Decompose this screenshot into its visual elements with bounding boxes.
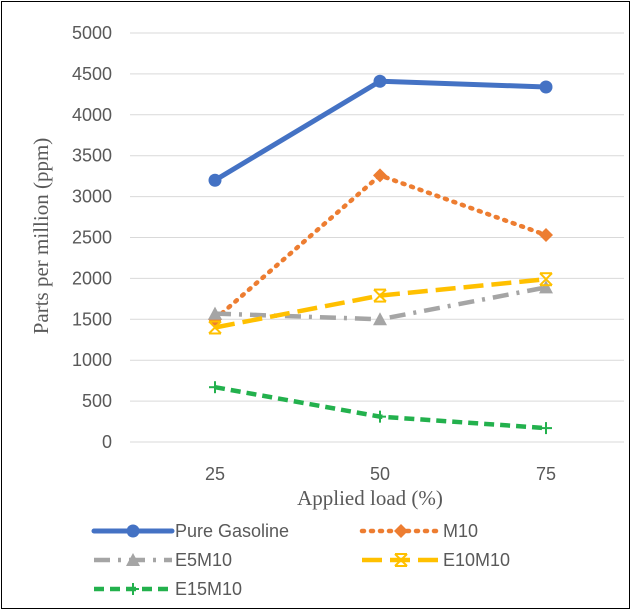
data-point: [208, 173, 222, 187]
legend-entry: Pure Gasoline: [91, 521, 289, 541]
data-point: [373, 288, 387, 303]
x-axis-ticks: 25 50 75: [205, 464, 556, 484]
y-tick-label: 0: [102, 432, 112, 452]
gridlines: [130, 32, 624, 443]
y-tick-label: 1500: [72, 309, 112, 329]
legend-entry: E10M10: [362, 550, 510, 570]
y-tick-label: 1000: [72, 350, 112, 370]
y-tick-label: 3500: [72, 146, 112, 166]
series-e15m10: [209, 381, 552, 435]
data-point: [539, 80, 553, 94]
series-layer: [208, 74, 553, 435]
data-point: [208, 320, 222, 335]
legend-marker: [394, 553, 408, 567]
data-point: [374, 410, 386, 423]
legend-marker: [394, 524, 408, 538]
legend-label: E5M10: [175, 550, 232, 570]
series-line: [212, 78, 549, 183]
legend-entry: E15M10: [94, 579, 242, 599]
y-tick-label: 3000: [72, 187, 112, 207]
data-point: [373, 312, 387, 326]
series-m10: [208, 168, 553, 327]
y-tick-label: 4000: [72, 105, 112, 125]
y-tick-label: 5000: [72, 23, 112, 43]
data-point: [373, 74, 387, 88]
x-tick-label: 75: [536, 464, 556, 484]
y-tick-label: 500: [82, 391, 112, 411]
data-point: [209, 381, 221, 394]
legend-marker: [126, 524, 140, 538]
y-axis-title: Parts per million (ppm): [29, 138, 53, 335]
legend-label: Pure Gasoline: [175, 521, 289, 541]
legend-label: M10: [443, 521, 478, 541]
legend-label: E10M10: [443, 550, 510, 570]
series-pure-gasoline: [208, 74, 553, 187]
x-tick-label: 25: [205, 464, 225, 484]
x-axis-title: Applied load (%): [297, 486, 443, 510]
data-point: [208, 306, 222, 320]
data-point: [539, 280, 553, 294]
legend-marker: [127, 583, 139, 595]
series-e10m10: [208, 272, 553, 335]
legend-marker: [126, 553, 140, 566]
y-tick-label: 2500: [72, 228, 112, 248]
data-point: [539, 272, 553, 287]
y-axis-ticks: 0 500 1000 1500 2000 2500 3000 3500 4000 4500 5000: [72, 23, 112, 452]
y-tick-label: 2000: [72, 268, 112, 288]
legend-entry: E5M10: [94, 550, 232, 570]
series-e5m10: [208, 280, 553, 326]
data-point: [373, 168, 387, 183]
legend-entry: M10: [359, 521, 478, 541]
legend: Pure Gasoline M10 E5M10 E10M10 E15M10: [91, 521, 510, 599]
data-point: [540, 422, 552, 435]
x-tick-label: 50: [370, 464, 390, 484]
y-tick-label: 4500: [72, 64, 112, 84]
data-point: [539, 228, 553, 243]
legend-label: E15M10: [175, 579, 242, 599]
